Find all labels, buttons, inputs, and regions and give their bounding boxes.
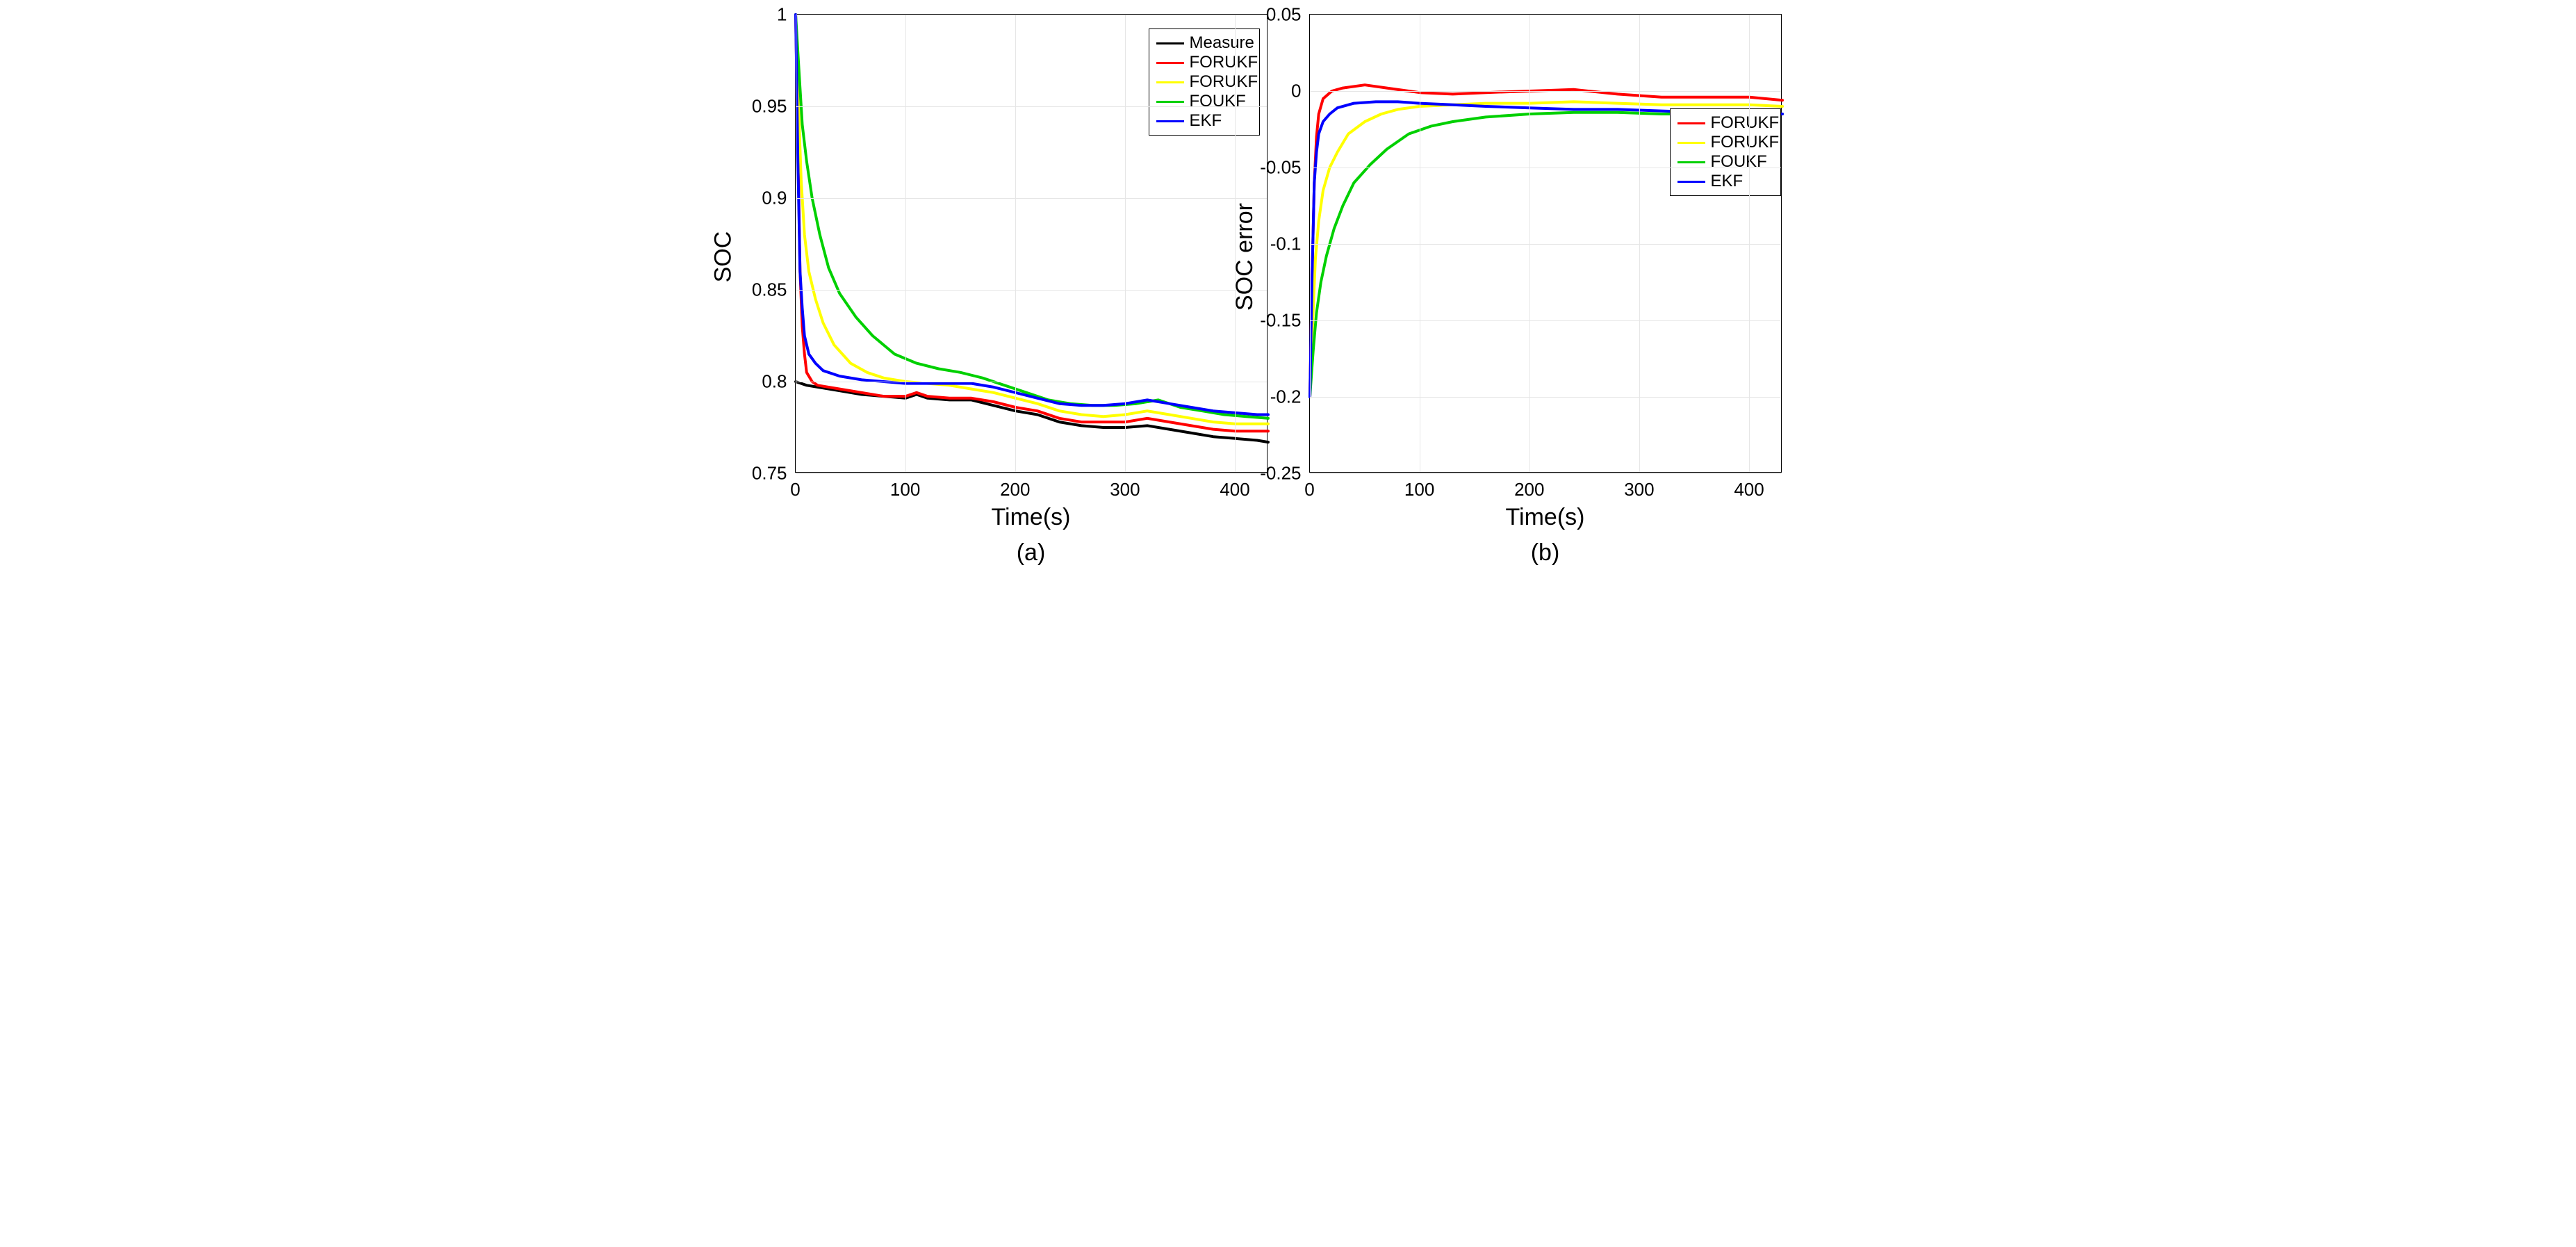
xtick-label: 100: [890, 479, 920, 500]
xlabel-b: Time(s): [1506, 504, 1585, 531]
legend-swatch: [1156, 81, 1184, 83]
legend-swatch: [1677, 181, 1705, 183]
grid-vline: [1015, 15, 1016, 472]
grid-hline: [1310, 91, 1781, 92]
chart-b: FORUKFFORUKFFOUKFEKF 0100200300400-0.25-…: [1309, 14, 1782, 473]
ytick-label: 0.8: [762, 371, 787, 393]
legend-item: EKF: [1156, 111, 1252, 131]
xtick-label: 400: [1734, 479, 1764, 500]
legend-label: EKF: [1190, 111, 1222, 131]
legend-label: FORUKF: [1711, 113, 1780, 133]
ytick-label: -0.25: [1260, 463, 1301, 484]
ylabel-a: SOC: [709, 231, 737, 283]
legend-label: EKF: [1711, 172, 1744, 191]
legend-swatch: [1156, 120, 1184, 122]
legend-label: FORUKF: [1190, 72, 1258, 92]
legend-swatch: [1677, 142, 1705, 144]
xtick-label: 0: [1304, 479, 1314, 500]
xtick-label: 100: [1404, 479, 1434, 500]
sublabel-b: (b): [1531, 539, 1560, 567]
xtick-label: 300: [1624, 479, 1654, 500]
chart-a: MeasureFORUKFFORUKFFOUKFEKF 010020030040…: [795, 14, 1268, 473]
grid-vline: [1749, 15, 1750, 472]
legend-swatch: [1677, 161, 1705, 163]
legend-b: FORUKFFORUKFFOUKFEKF: [1670, 108, 1781, 196]
legend-item: FORUKF: [1677, 113, 1773, 133]
legend-item: FORUKF: [1156, 72, 1252, 92]
grid-hline: [796, 473, 1267, 474]
ytick-label: 1: [777, 4, 787, 26]
legend-label: FORUKF: [1190, 53, 1258, 72]
grid-vline: [905, 15, 906, 472]
xtick-label: 400: [1220, 479, 1249, 500]
legend-item: FORUKF: [1156, 53, 1252, 72]
ytick-label: -0.1: [1270, 234, 1302, 255]
xtick-label: 200: [1000, 479, 1030, 500]
legend-label: FORUKF: [1711, 133, 1780, 152]
ylabel-b: SOC error: [1231, 203, 1258, 311]
ytick-label: 0.9: [762, 188, 787, 209]
grid-hline: [1310, 244, 1781, 245]
ytick-label: 0: [1291, 81, 1301, 102]
series-measure: [796, 382, 1268, 442]
legend-label: Measure: [1190, 33, 1254, 53]
legend-swatch: [1156, 62, 1184, 64]
legend-item: FORUKF: [1677, 133, 1773, 152]
grid-hline: [796, 106, 1267, 107]
legend-item: FOUKF: [1156, 92, 1252, 111]
legend-swatch: [1156, 42, 1184, 44]
grid-hline: [796, 290, 1267, 291]
ytick-label: 0.75: [752, 463, 787, 484]
grid-hline: [796, 198, 1267, 199]
grid-hline: [1310, 473, 1781, 474]
panel-b: SOC error FORUKFFORUKFFOUKFEKF 010020030…: [1309, 14, 1782, 567]
ytick-label: -0.15: [1260, 310, 1301, 332]
grid-vline: [1639, 15, 1640, 472]
legend-label: FOUKF: [1190, 92, 1246, 111]
grid-vline: [1310, 15, 1311, 472]
sublabel-a: (a): [1017, 539, 1046, 567]
legend-item: Measure: [1156, 33, 1252, 53]
xlabel-a: Time(s): [992, 504, 1071, 531]
legend-label: FOUKF: [1711, 152, 1767, 172]
legend-item: FOUKF: [1677, 152, 1773, 172]
grid-hline: [1310, 320, 1781, 321]
legend-item: EKF: [1677, 172, 1773, 191]
xtick-label: 200: [1514, 479, 1544, 500]
grid-vline: [1529, 15, 1530, 472]
grid-vline: [1125, 15, 1126, 472]
legend-swatch: [1156, 101, 1184, 103]
ytick-label: -0.2: [1270, 386, 1302, 408]
xtick-label: 0: [790, 479, 800, 500]
xtick-label: 300: [1110, 479, 1140, 500]
legend-swatch: [1677, 122, 1705, 124]
grid-hline: [1310, 397, 1781, 398]
ytick-label: -0.05: [1260, 157, 1301, 179]
ytick-label: 0.95: [752, 96, 787, 117]
ytick-label: 0.05: [1266, 4, 1302, 26]
legend-a: MeasureFORUKFFORUKFFOUKFEKF: [1149, 28, 1260, 136]
ytick-label: 0.85: [752, 279, 787, 301]
panel-a: SOC MeasureFORUKFFORUKFFOUKFEKF 01002003…: [795, 14, 1268, 567]
